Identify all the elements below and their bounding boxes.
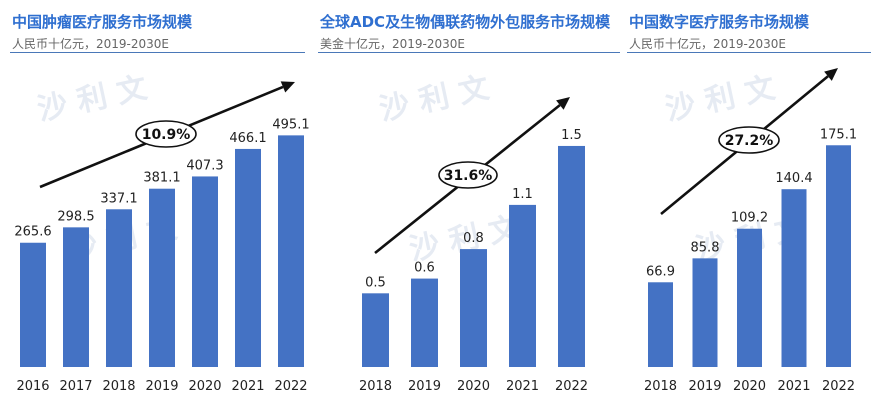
data-label: 337.1 xyxy=(100,191,137,206)
x-tick-label: 2020 xyxy=(733,379,766,394)
chart-title: 中国数字医疗服务市场规模 xyxy=(629,13,810,31)
data-label: 1.1 xyxy=(512,187,533,202)
bar xyxy=(781,189,807,367)
bar xyxy=(63,227,89,367)
x-tick-label: 2019 xyxy=(145,379,178,394)
bar xyxy=(558,145,585,367)
chart-panel-adc: 全球ADC及生物偶联药物外包服务市场规模 美金十亿元，2019-2030E 沙 … xyxy=(318,0,620,408)
x-tick-label: 2022 xyxy=(555,379,588,394)
chart-title: 中国肿瘤医疗服务市场规模 xyxy=(12,13,193,31)
bar xyxy=(149,188,175,367)
cagr-label: 10.9% xyxy=(142,127,191,143)
bar xyxy=(411,278,438,367)
cagr-label: 31.6% xyxy=(444,168,493,184)
title-divider xyxy=(627,52,871,53)
data-label: 175.1 xyxy=(820,127,857,142)
cagr-badge xyxy=(718,126,780,154)
trend-arrow-head xyxy=(824,68,838,81)
bar xyxy=(509,204,536,367)
bar-chart: 沙 利 文沙 利 文265.62016298.52017337.12018381… xyxy=(14,71,309,394)
chart-panel-digital-health: 中国数字医疗服务市场规模 人民币十亿元，2019-2030E 沙 利 文沙 利 … xyxy=(627,0,873,408)
title-divider xyxy=(318,52,620,53)
data-label: 1.5 xyxy=(561,128,582,143)
bar-chart: 沙 利 文沙 利 文0.520180.620190.820201.120211.… xyxy=(359,71,588,394)
cagr-label: 27.2% xyxy=(725,133,774,149)
bar xyxy=(692,258,718,367)
x-tick-label: 2016 xyxy=(16,379,49,394)
bar xyxy=(278,135,304,367)
bar xyxy=(460,249,487,367)
data-label: 407.3 xyxy=(186,158,223,173)
data-label: 140.4 xyxy=(775,171,812,186)
bar xyxy=(826,145,851,367)
x-tick-label: 2022 xyxy=(274,379,307,394)
chart-subtitle: 美金十亿元，2019-2030E xyxy=(320,37,465,51)
x-tick-label: 2019 xyxy=(688,379,721,394)
x-tick-label: 2018 xyxy=(359,379,392,394)
data-label: 0.6 xyxy=(414,261,435,276)
x-tick-label: 2021 xyxy=(231,379,264,394)
data-label: 109.2 xyxy=(731,211,768,226)
watermark-text: 沙 利 文 xyxy=(662,71,778,128)
data-label: 381.1 xyxy=(143,171,180,186)
watermark-text: 沙 利 文 xyxy=(376,71,492,128)
bar xyxy=(648,282,673,367)
bar xyxy=(737,228,762,367)
x-tick-label: 2021 xyxy=(506,379,539,394)
bar xyxy=(192,176,218,367)
x-tick-label: 2022 xyxy=(822,379,855,394)
watermark-text: 沙 利 文 xyxy=(34,71,150,128)
bar xyxy=(235,148,261,367)
data-label: 466.1 xyxy=(229,131,266,146)
x-tick-label: 2021 xyxy=(777,379,810,394)
x-tick-label: 2020 xyxy=(457,379,490,394)
data-label: 66.9 xyxy=(646,264,675,279)
x-tick-label: 2020 xyxy=(188,379,221,394)
data-label: 265.6 xyxy=(14,225,51,240)
x-tick-label: 2019 xyxy=(408,379,441,394)
x-tick-label: 2017 xyxy=(59,379,92,394)
trend-arrow-head xyxy=(556,97,570,110)
cagr-badge xyxy=(438,161,498,189)
bar xyxy=(20,242,46,367)
trend-arrow-head xyxy=(280,81,295,93)
data-label: 0.8 xyxy=(463,231,484,246)
title-divider xyxy=(10,52,305,53)
x-tick-label: 2018 xyxy=(644,379,677,394)
data-label: 85.8 xyxy=(691,240,720,255)
bar xyxy=(362,293,389,367)
data-label: 495.1 xyxy=(272,117,309,132)
x-tick-label: 2018 xyxy=(102,379,135,394)
chart-title: 全球ADC及生物偶联药物外包服务市场规模 xyxy=(320,13,611,31)
chart-panel-oncology: 中国肿瘤医疗服务市场规模 人民币十亿元，2019-2030E 沙 利 文沙 利 … xyxy=(10,0,310,408)
bar-chart: 沙 利 文沙 利 文66.9201885.82019109.22020140.4… xyxy=(644,68,857,394)
cagr-badge xyxy=(135,120,197,148)
chart-subtitle: 人民币十亿元，2019-2030E xyxy=(12,37,169,51)
data-label: 0.5 xyxy=(365,275,386,290)
data-label: 298.5 xyxy=(57,209,94,224)
chart-subtitle: 人民币十亿元，2019-2030E xyxy=(629,37,786,51)
bar xyxy=(106,209,132,367)
